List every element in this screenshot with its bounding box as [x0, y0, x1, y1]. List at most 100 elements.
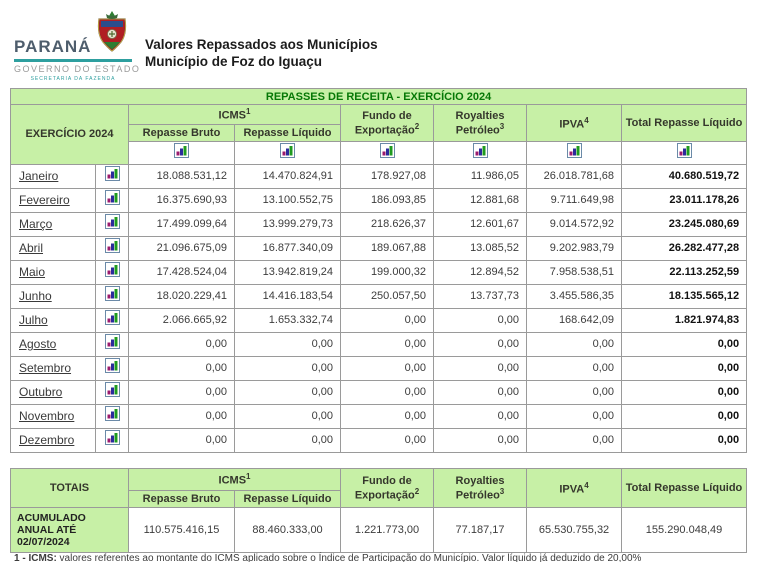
bar-chart-icon-glyph [174, 142, 189, 158]
table-row: Agosto 0,00 0,00 0,00 0,00 0,00 0,00 [10, 331, 748, 357]
month-link[interactable]: Abril [19, 241, 44, 256]
header-chart-cell [620, 140, 748, 165]
value-cell: 11.986,05 [433, 163, 527, 189]
chart-icon[interactable] [104, 214, 120, 230]
chart-icon[interactable] [104, 166, 120, 182]
chart-icon[interactable] [676, 142, 692, 158]
totals-header: TOTAIS [10, 468, 129, 508]
month-cell: Janeiro [10, 163, 96, 189]
chart-icon[interactable] [280, 142, 295, 158]
brand-name: PARANÁ [14, 37, 92, 56]
value-cell: 13.737,73 [433, 283, 527, 309]
value-cell: 0,00 [234, 355, 341, 381]
chart-icon[interactable] [104, 190, 120, 206]
value-cell: 186.093,85 [340, 187, 434, 213]
chart-icon[interactable] [104, 430, 120, 446]
bar-chart-icon-glyph [566, 142, 582, 158]
month-link[interactable]: Dezembro [19, 433, 75, 448]
brand-underline [14, 59, 132, 62]
totals-column-ipva: IPVA4 [526, 468, 623, 508]
footnote: 1 - ICMS: valores referentes ao montante… [14, 553, 754, 562]
month-link[interactable]: Maio [19, 265, 46, 280]
month-chart-cell [95, 259, 129, 285]
value-cell: 0,00 [340, 403, 434, 429]
value-cell: 13.942.819,24 [234, 259, 341, 285]
chart-icon[interactable] [104, 406, 120, 422]
value-cell: 9.202.983,79 [526, 235, 622, 261]
value-cell: 9.711.649,98 [526, 187, 622, 213]
chart-icon[interactable] [566, 142, 582, 158]
column-header-fundo-exportacao: Fundo de Exportação2 [340, 104, 434, 142]
chart-icon[interactable] [104, 358, 120, 374]
month-link[interactable]: Março [19, 217, 53, 232]
value-cell: 0,00 [128, 355, 235, 381]
table-row: Novembro 0,00 0,00 0,00 0,00 0,00 0,00 [10, 403, 748, 429]
chart-icon[interactable] [104, 286, 120, 302]
value-cell: 0,00 [128, 427, 235, 453]
month-link[interactable]: Junho [19, 289, 52, 304]
footnote-marker: 1 - ICMS: [14, 553, 57, 562]
month-link[interactable]: Setembro [19, 361, 72, 376]
value-cell: 1.821.974,83 [620, 307, 748, 333]
bar-chart-icon-glyph [104, 430, 120, 446]
month-link[interactable]: Outubro [19, 385, 63, 400]
chart-icon[interactable] [104, 262, 120, 278]
bar-chart-icon-glyph [379, 142, 395, 158]
value-cell: 40.680.519,72 [620, 163, 748, 189]
month-link[interactable]: Agosto [19, 337, 57, 352]
value-cell: 199.000,32 [340, 259, 434, 285]
chart-icon[interactable] [104, 334, 120, 350]
chart-icon[interactable] [174, 142, 189, 158]
value-cell: 0,00 [128, 379, 235, 405]
bar-chart-icon-glyph [104, 334, 120, 350]
parana-coat-of-arms-icon [95, 10, 129, 57]
value-cell: 0,00 [526, 403, 622, 429]
month-link[interactable]: Novembro [19, 409, 75, 424]
table-row: Abril 21.096.675,09 16.877.340,09 189.067,… [10, 235, 748, 261]
chart-icon[interactable] [104, 382, 120, 398]
table-row: Dezembro 0,00 0,00 0,00 0,00 0,00 0,00 [10, 427, 748, 453]
value-cell: 21.096.675,09 [128, 235, 235, 261]
month-cell: Agosto [10, 331, 96, 357]
value-cell: 12.894,52 [433, 259, 527, 285]
value-cell: 13.999.279,73 [234, 211, 341, 237]
month-link[interactable]: Janeiro [19, 169, 59, 184]
value-cell: 23.245.080,69 [620, 211, 748, 237]
value-cell: 0,00 [433, 427, 527, 453]
value-cell: 0,00 [620, 427, 748, 453]
value-cell: 18.088.531,12 [128, 163, 235, 189]
month-chart-cell [95, 331, 129, 357]
month-chart-cell [95, 235, 129, 261]
value-cell: 18.020.229,41 [128, 283, 235, 309]
chart-icon[interactable] [104, 310, 120, 326]
value-cell: 17.499.099,64 [128, 211, 235, 237]
month-link[interactable]: Fevereiro [19, 193, 70, 208]
value-cell: 0,00 [128, 331, 235, 357]
value-cell: 0,00 [526, 355, 622, 381]
value-cell: 1.653.332,74 [234, 307, 341, 333]
value-cell: 17.428.524,04 [128, 259, 235, 285]
value-cell: 0,00 [234, 403, 341, 429]
column-header-repasse-bruto: Repasse Bruto [128, 123, 235, 142]
month-cell: Outubro [10, 379, 96, 405]
month-chart-cell [95, 283, 129, 309]
bar-chart-icon-glyph [104, 358, 120, 374]
header-chart-cell [433, 140, 527, 165]
chart-icon[interactable] [379, 142, 395, 158]
month-chart-cell [95, 307, 129, 333]
value-cell: 0,00 [340, 307, 434, 333]
value-cell: 13.100.552,75 [234, 187, 341, 213]
bar-chart-icon-glyph [104, 238, 120, 254]
footnote-text: valores referentes ao montante do ICMS a… [56, 553, 642, 562]
month-chart-cell [95, 403, 129, 429]
chart-icon[interactable] [104, 238, 120, 254]
month-link[interactable]: Julho [19, 313, 48, 328]
month-chart-cell [95, 379, 129, 405]
value-cell: 14.416.183,54 [234, 283, 341, 309]
month-cell: Abril [10, 235, 96, 261]
month-chart-cell [95, 187, 129, 213]
chart-icon[interactable] [472, 142, 488, 158]
brand-secretary: SECRETARIA DA FAZENDA [30, 76, 116, 82]
brand-government: GOVERNO DO ESTADO [14, 64, 141, 74]
